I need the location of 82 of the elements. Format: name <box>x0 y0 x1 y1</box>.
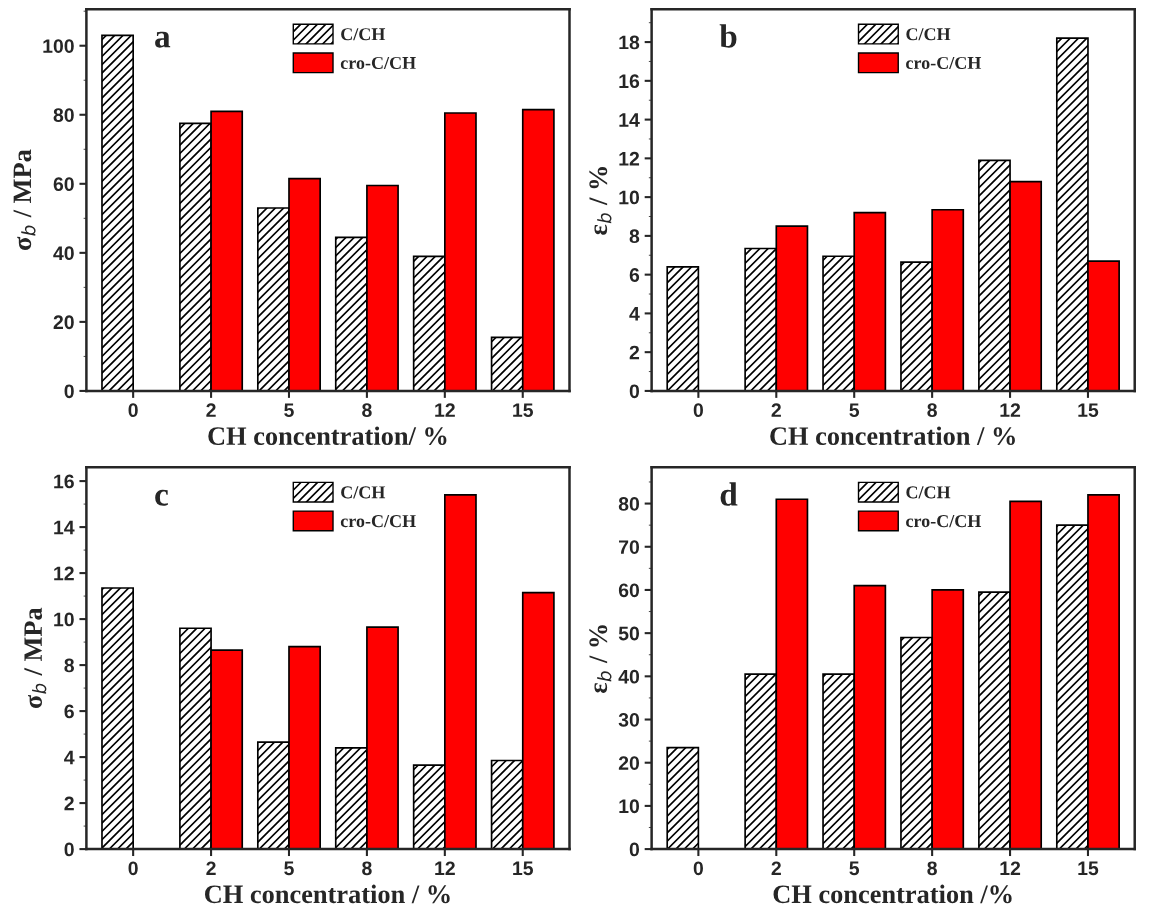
y-tick-label: 80 <box>53 108 74 122</box>
x-tick-label: 12 <box>435 861 455 875</box>
y-tick-label: 10 <box>619 799 640 814</box>
y-axis-title: ε$_{b}$ / % <box>589 167 612 235</box>
y-tick-label: 2 <box>629 345 640 360</box>
y-tick-label: 10 <box>619 190 640 205</box>
x-axis-title: CH concentration / % <box>770 426 1015 446</box>
x-tick-label: 8 <box>362 403 372 418</box>
x-tick-label: 2 <box>206 861 216 875</box>
x-axis-title: CH concentration /% <box>773 884 1012 904</box>
y-tick-label: 6 <box>629 268 640 282</box>
y-tick-label: 100 <box>43 39 74 53</box>
legend-label: C/CH <box>906 486 951 499</box>
legend-label: cro-C/CH <box>906 56 982 70</box>
y-tick-label: 0 <box>629 842 640 857</box>
legend-label: cro-C/CH <box>340 515 416 528</box>
y-tick-label: 14 <box>619 113 640 127</box>
legend-label: C/CH <box>906 28 951 41</box>
x-tick-label: 0 <box>693 403 703 418</box>
y-tick-label: 0 <box>64 384 74 399</box>
y-tick-label: 50 <box>618 626 640 641</box>
y-tick-label: 16 <box>54 474 74 489</box>
x-tick-label: 15 <box>1078 861 1099 876</box>
y-tick-label: 40 <box>53 246 74 261</box>
x-tick-label: 5 <box>849 403 860 418</box>
x-tick-label: 12 <box>1000 861 1021 875</box>
legend-label: cro-C/CH <box>906 515 982 528</box>
annotation: c <box>155 489 168 506</box>
y-tick-label: 12 <box>619 151 640 166</box>
x-tick-label: 2 <box>771 403 781 417</box>
bar <box>101 587 134 850</box>
y-tick-label: 4 <box>629 307 640 321</box>
x-tick-label: 15 <box>513 861 534 876</box>
x-tick-label: 2 <box>771 861 781 875</box>
x-tick-label: 8 <box>927 861 937 876</box>
x-tick-label: 15 <box>513 403 534 418</box>
x-tick-label: 5 <box>284 403 294 418</box>
x-tick-label: 5 <box>284 861 294 876</box>
y-tick-label: 14 <box>54 520 75 535</box>
y-tick-label: 0 <box>64 842 74 857</box>
y-axis-title: σ$_{b}$ / MPa <box>24 607 47 709</box>
y-tick-label: 12 <box>54 566 74 581</box>
annotation: b <box>719 24 737 48</box>
y-tick-label: 20 <box>618 756 640 770</box>
y-tick-label: 18 <box>619 35 640 50</box>
x-tick-label: 8 <box>362 861 372 876</box>
x-tick-label: 0 <box>128 861 138 876</box>
y-axis-title: ε$_{b}$ / % <box>589 625 612 693</box>
y-tick-label: 8 <box>629 229 640 244</box>
bar <box>101 34 134 391</box>
bar <box>666 266 700 391</box>
y-tick-label: 70 <box>619 540 640 554</box>
bar <box>666 746 700 850</box>
y-axis-title: σ$_{b}$ / MPa <box>13 149 36 250</box>
y-tick-label: 6 <box>64 704 74 719</box>
y-tick-label: 40 <box>618 669 640 684</box>
y-tick-label: 30 <box>618 712 640 727</box>
legend-label: C/CH <box>341 28 386 41</box>
x-tick-label: 12 <box>435 403 455 417</box>
annotation: a <box>155 31 171 48</box>
y-tick-label: 60 <box>53 177 74 192</box>
y-tick-label: 10 <box>54 612 74 627</box>
x-tick-label: 15 <box>1078 403 1099 418</box>
y-tick-label: 8 <box>64 658 74 673</box>
y-tick-label: 0 <box>629 384 640 399</box>
y-tick-label: 20 <box>53 315 74 330</box>
x-tick-label: 12 <box>1000 403 1021 417</box>
x-tick-label: 0 <box>128 403 138 418</box>
legend-label: C/CH <box>341 486 386 499</box>
y-tick-label: 60 <box>618 583 640 598</box>
y-tick-label: 16 <box>619 74 640 89</box>
x-axis-title: CH concentration/ % <box>208 426 447 446</box>
y-tick-label: 2 <box>64 796 74 811</box>
y-tick-label: 4 <box>64 750 75 765</box>
x-tick-label: 8 <box>927 403 937 418</box>
x-tick-label: 5 <box>849 861 860 876</box>
legend-label: cro-C/CH <box>340 56 416 70</box>
x-tick-label: 2 <box>206 403 216 417</box>
x-axis-title: CH concentration / % <box>205 884 450 904</box>
annotation: d <box>720 482 738 506</box>
y-tick-label: 80 <box>618 497 640 511</box>
x-tick-label: 0 <box>693 861 703 876</box>
